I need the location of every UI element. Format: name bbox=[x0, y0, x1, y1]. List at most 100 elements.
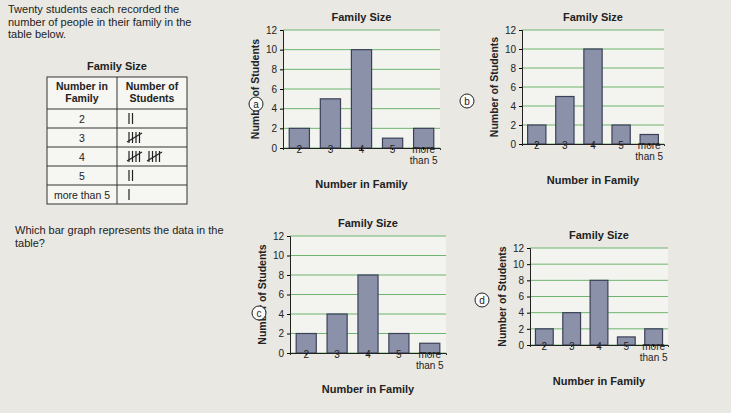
tick-label: 6 bbox=[278, 289, 284, 300]
text-line: 4 bbox=[359, 144, 365, 155]
tick: 2 bbox=[278, 328, 290, 339]
text-line: more bbox=[418, 349, 441, 360]
option-circle bbox=[460, 94, 474, 108]
tick-mark bbox=[280, 50, 283, 51]
text-line: table below. bbox=[8, 28, 66, 40]
grid bbox=[290, 236, 446, 353]
x-axis: 2345morethan 5 bbox=[291, 349, 447, 371]
tick-mark bbox=[519, 30, 522, 31]
tick-label: 8 bbox=[518, 275, 524, 286]
tick: 3 bbox=[569, 341, 575, 352]
tick: 10 bbox=[513, 259, 530, 270]
grid-line bbox=[290, 236, 446, 237]
text-line: more bbox=[642, 341, 665, 352]
chart-title: Family Size bbox=[338, 217, 398, 229]
table-title: Family Size bbox=[87, 60, 147, 72]
plot-area bbox=[522, 30, 664, 144]
y-axis-title: Number of Students bbox=[256, 244, 268, 344]
tick-label: 6 bbox=[271, 84, 277, 95]
text-line: Number of bbox=[126, 80, 179, 92]
tick-label: 5 bbox=[618, 140, 624, 151]
text-line: 5 bbox=[396, 349, 402, 360]
text-line: number of people in their family in the bbox=[8, 16, 191, 28]
tick-label: morethan 5 bbox=[635, 140, 663, 162]
tick: 10 bbox=[266, 44, 283, 55]
table-cell: more than 5 bbox=[54, 189, 110, 201]
tick: morethan 5 bbox=[640, 341, 668, 363]
tick-label: 2 bbox=[542, 341, 548, 352]
tick-label: 2 bbox=[510, 120, 516, 131]
tick-mark bbox=[527, 280, 530, 281]
tick: morethan 5 bbox=[410, 144, 438, 166]
bar bbox=[584, 49, 602, 144]
text-line: more bbox=[638, 140, 661, 151]
tick: 4 bbox=[271, 103, 283, 114]
bar-chart: 0246810122345morethan 5Family SizeNumber… bbox=[460, 11, 665, 186]
tally bbox=[127, 151, 162, 162]
plot-area bbox=[530, 248, 668, 345]
tick-label: 8 bbox=[271, 64, 277, 75]
tick: 5 bbox=[624, 341, 630, 352]
bar bbox=[358, 275, 378, 353]
text-line: 5 bbox=[390, 144, 396, 155]
tick-label: 6 bbox=[510, 82, 516, 93]
text-line: 5 bbox=[624, 341, 630, 352]
tally-stroke bbox=[152, 151, 153, 162]
tick: 2 bbox=[542, 341, 548, 352]
bar-chart: 0246810122345morethan 5Family SizeNumber… bbox=[475, 229, 669, 387]
text-line: more bbox=[412, 144, 435, 155]
text-line: 4 bbox=[365, 349, 371, 360]
x-axis-title: Number in Family bbox=[322, 383, 415, 395]
tick: 2 bbox=[534, 140, 540, 151]
x-axis: 2345morethan 5 bbox=[523, 140, 665, 162]
bar-chart: 0246810122345morethan 5Family SizeNumber… bbox=[249, 11, 441, 190]
tick-label: 4 bbox=[518, 307, 524, 318]
table-rule bbox=[47, 147, 187, 148]
tick: 0 bbox=[278, 348, 290, 359]
text-line: Number in bbox=[56, 80, 108, 92]
plot-area bbox=[290, 236, 446, 353]
axis-line bbox=[527, 249, 531, 346]
x-axis-title: Number in Family bbox=[553, 375, 646, 387]
question-text: Which bar graph represents the data in t… bbox=[15, 224, 224, 249]
option-circle bbox=[475, 293, 489, 307]
bars bbox=[296, 275, 440, 353]
tick-mark bbox=[287, 275, 290, 276]
tick-label: 6 bbox=[518, 291, 524, 302]
text-line: 5 bbox=[618, 140, 624, 151]
text-line: 2 bbox=[297, 144, 303, 155]
tick-label: 4 bbox=[278, 309, 284, 320]
tick-label: morethan 5 bbox=[640, 341, 668, 363]
text-line: 4 bbox=[590, 140, 596, 151]
bar bbox=[556, 97, 574, 145]
text-line: than 5 bbox=[640, 352, 668, 363]
option-circle bbox=[252, 306, 266, 320]
tick-mark bbox=[280, 128, 283, 129]
tick: 4 bbox=[590, 140, 596, 151]
grid-line bbox=[530, 264, 668, 265]
tally bbox=[129, 189, 130, 200]
tally bbox=[129, 170, 133, 181]
option-letter: b bbox=[464, 96, 470, 107]
tick-mark bbox=[287, 295, 290, 296]
grid-line bbox=[522, 30, 664, 31]
table-rule bbox=[47, 185, 187, 186]
tick: 6 bbox=[510, 82, 522, 93]
tick-label: 8 bbox=[278, 270, 284, 281]
bar bbox=[320, 99, 340, 148]
tick-mark bbox=[527, 248, 530, 249]
grid bbox=[522, 30, 664, 144]
tick: 2 bbox=[303, 349, 309, 360]
text-line: 4 bbox=[596, 341, 602, 352]
tally-stroke bbox=[132, 151, 133, 162]
plot-area bbox=[283, 30, 440, 148]
table-header: Number ofStudents bbox=[126, 80, 179, 104]
table-rule bbox=[47, 128, 187, 129]
axis-line bbox=[280, 31, 284, 149]
tick-label: 12 bbox=[513, 243, 525, 254]
background bbox=[0, 0, 731, 413]
tick-mark bbox=[287, 236, 290, 237]
tick: 8 bbox=[271, 64, 283, 75]
tick: 0 bbox=[518, 340, 530, 351]
grid-line bbox=[530, 248, 668, 249]
